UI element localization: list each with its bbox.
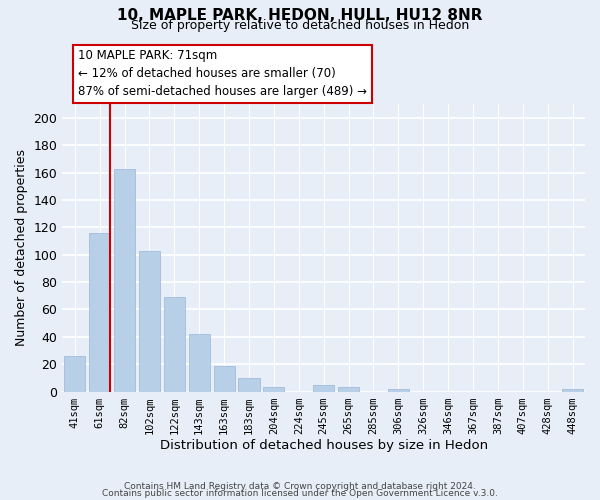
Bar xyxy=(139,250,160,392)
Text: Contains public sector information licensed under the Open Government Licence v.: Contains public sector information licen… xyxy=(102,489,498,498)
Bar xyxy=(388,389,409,392)
Bar xyxy=(238,378,260,392)
Bar xyxy=(89,233,110,392)
Bar xyxy=(313,384,334,392)
X-axis label: Distribution of detached houses by size in Hedon: Distribution of detached houses by size … xyxy=(160,440,488,452)
Bar xyxy=(114,168,135,392)
Bar xyxy=(188,334,210,392)
Text: Contains HM Land Registry data © Crown copyright and database right 2024.: Contains HM Land Registry data © Crown c… xyxy=(124,482,476,491)
Text: 10, MAPLE PARK, HEDON, HULL, HU12 8NR: 10, MAPLE PARK, HEDON, HULL, HU12 8NR xyxy=(117,8,483,22)
Bar xyxy=(214,366,235,392)
Bar xyxy=(164,297,185,392)
Text: 10 MAPLE PARK: 71sqm
← 12% of detached houses are smaller (70)
87% of semi-detac: 10 MAPLE PARK: 71sqm ← 12% of detached h… xyxy=(78,50,367,98)
Bar xyxy=(263,388,284,392)
Bar xyxy=(64,356,85,392)
Bar xyxy=(338,388,359,392)
Y-axis label: Number of detached properties: Number of detached properties xyxy=(15,150,28,346)
Text: Size of property relative to detached houses in Hedon: Size of property relative to detached ho… xyxy=(131,19,469,32)
Bar xyxy=(562,389,583,392)
